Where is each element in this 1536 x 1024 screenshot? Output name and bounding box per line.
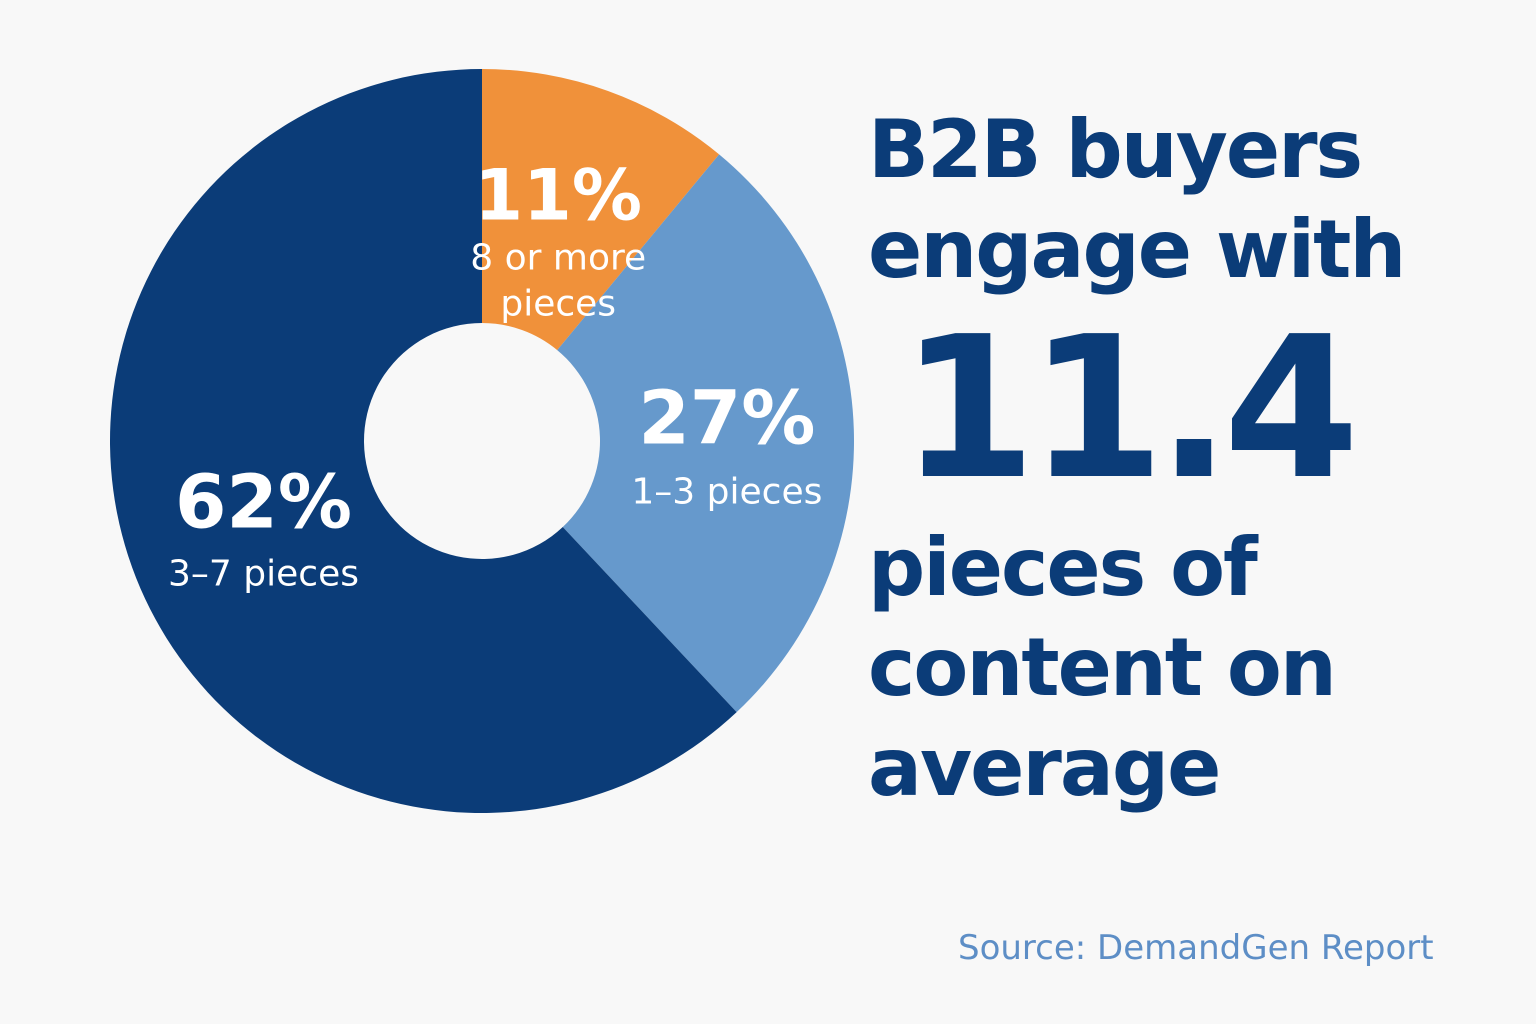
chart-slices (109, 69, 854, 814)
headline-line-4: content on (868, 621, 1337, 714)
headline: B2B buyers engage with 11.4 pieces of co… (868, 100, 1528, 818)
slice-category-label: 1–3 pieces (631, 471, 822, 512)
slice-category-label: 8 or more (470, 237, 646, 278)
headline-line-5: average (868, 721, 1221, 814)
slice-3-7-pieces (109, 69, 737, 814)
headline-line-1: B2B buyers (868, 103, 1363, 196)
chart-labels: 11%8 or more pieces 27% 1–3 pieces 62% 3–7 pi… (168, 154, 822, 594)
headline-line-3: pieces of (868, 521, 1258, 614)
headline-line-2: engage with (868, 203, 1406, 296)
slice-8-or-more-pieces (482, 69, 720, 351)
slice-percent-label: 11% (474, 154, 642, 236)
source-note: Source: DemandGen Report (958, 928, 1434, 968)
slice-percent-label: 27% (638, 375, 815, 461)
slice-category-label: pieces (500, 283, 616, 324)
slice-1-3-pieces (557, 154, 854, 713)
slice-percent-label: 62% (175, 460, 352, 546)
slice-category-label: 3–7 pieces (168, 554, 359, 595)
headline-big-number: 11.4 (900, 295, 1360, 523)
